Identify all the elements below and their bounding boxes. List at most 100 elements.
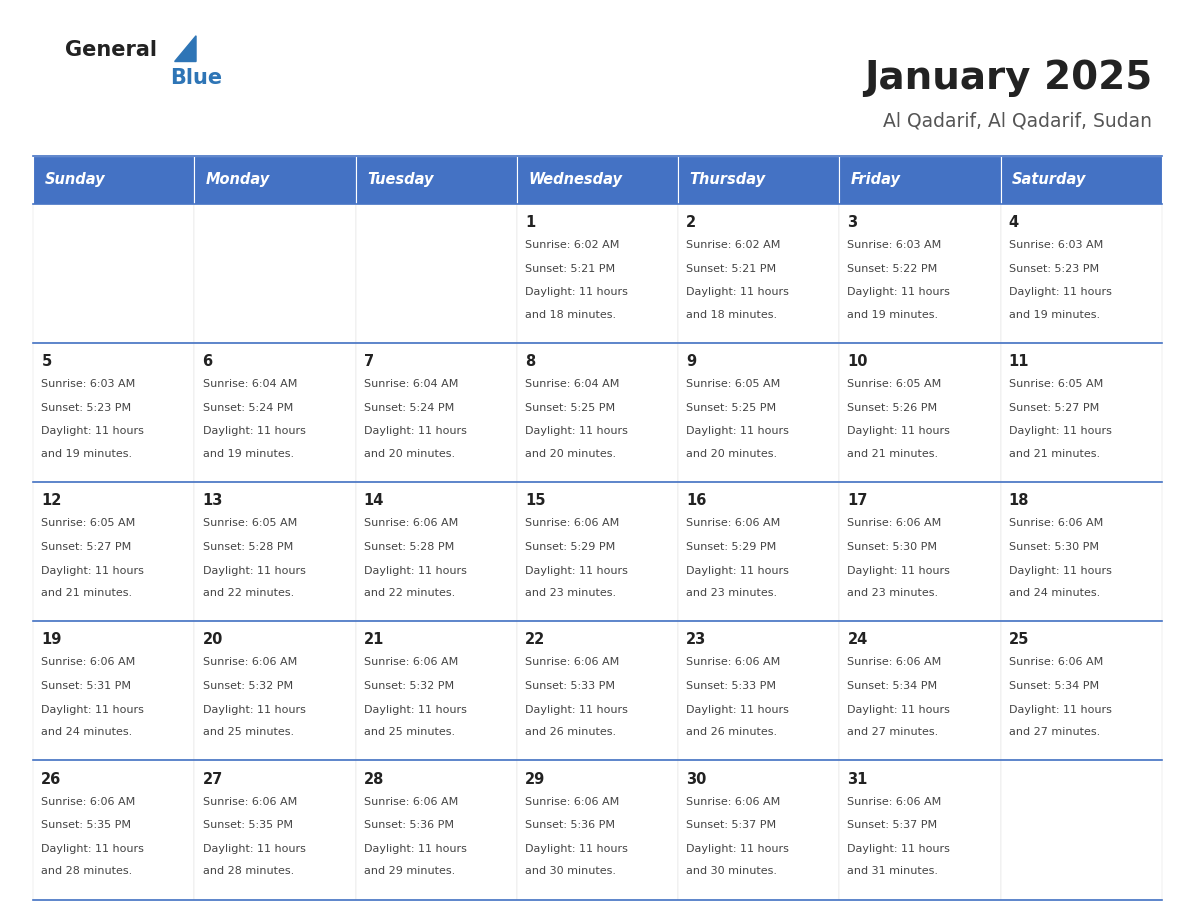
Text: 15: 15 bbox=[525, 493, 545, 509]
Text: Sunrise: 6:06 AM: Sunrise: 6:06 AM bbox=[1009, 657, 1102, 667]
Text: Saturday: Saturday bbox=[1012, 173, 1086, 187]
Text: Daylight: 11 hours: Daylight: 11 hours bbox=[1009, 565, 1112, 576]
Bar bbox=[195, 621, 355, 760]
Text: Sunset: 5:32 PM: Sunset: 5:32 PM bbox=[364, 681, 454, 691]
Bar bbox=[517, 621, 678, 760]
Text: Sunset: 5:36 PM: Sunset: 5:36 PM bbox=[364, 821, 454, 830]
Bar bbox=[840, 204, 1000, 343]
Text: 11: 11 bbox=[1009, 354, 1029, 369]
Text: 19: 19 bbox=[42, 633, 62, 647]
Bar bbox=[33, 343, 195, 482]
Text: Sunrise: 6:03 AM: Sunrise: 6:03 AM bbox=[1009, 240, 1102, 250]
Text: 28: 28 bbox=[364, 772, 384, 787]
Text: Sunset: 5:29 PM: Sunset: 5:29 PM bbox=[687, 542, 777, 552]
Bar bbox=[33, 156, 195, 204]
Text: 8: 8 bbox=[525, 354, 536, 369]
Text: Daylight: 11 hours: Daylight: 11 hours bbox=[525, 705, 628, 715]
Text: Daylight: 11 hours: Daylight: 11 hours bbox=[687, 844, 789, 854]
Text: Sunset: 5:30 PM: Sunset: 5:30 PM bbox=[847, 542, 937, 552]
Bar bbox=[517, 760, 678, 900]
Text: Sunrise: 6:04 AM: Sunrise: 6:04 AM bbox=[364, 379, 459, 389]
Text: Friday: Friday bbox=[851, 173, 901, 187]
Text: General: General bbox=[65, 40, 157, 61]
Text: 6: 6 bbox=[202, 354, 213, 369]
Text: Sunrise: 6:06 AM: Sunrise: 6:06 AM bbox=[687, 797, 781, 807]
Bar bbox=[33, 204, 195, 343]
Text: and 30 minutes.: and 30 minutes. bbox=[525, 867, 617, 877]
Text: Daylight: 11 hours: Daylight: 11 hours bbox=[847, 705, 950, 715]
Text: Sunset: 5:35 PM: Sunset: 5:35 PM bbox=[42, 821, 132, 830]
Text: 13: 13 bbox=[202, 493, 223, 509]
Text: Sunrise: 6:06 AM: Sunrise: 6:06 AM bbox=[364, 657, 459, 667]
Bar bbox=[355, 760, 517, 900]
Text: and 23 minutes.: and 23 minutes. bbox=[525, 588, 617, 598]
Text: Sunset: 5:28 PM: Sunset: 5:28 PM bbox=[364, 542, 454, 552]
Text: 30: 30 bbox=[687, 772, 707, 787]
Text: Daylight: 11 hours: Daylight: 11 hours bbox=[364, 844, 467, 854]
Bar bbox=[355, 621, 517, 760]
Text: 4: 4 bbox=[1009, 215, 1019, 230]
Text: and 22 minutes.: and 22 minutes. bbox=[364, 588, 455, 598]
Bar bbox=[195, 482, 355, 621]
Text: 10: 10 bbox=[847, 354, 868, 369]
Text: Daylight: 11 hours: Daylight: 11 hours bbox=[364, 427, 467, 436]
Text: and 19 minutes.: and 19 minutes. bbox=[1009, 309, 1100, 319]
Text: Sunset: 5:21 PM: Sunset: 5:21 PM bbox=[525, 263, 615, 274]
Bar bbox=[840, 156, 1000, 204]
Text: 29: 29 bbox=[525, 772, 545, 787]
Bar bbox=[517, 482, 678, 621]
Text: Daylight: 11 hours: Daylight: 11 hours bbox=[687, 427, 789, 436]
Text: and 20 minutes.: and 20 minutes. bbox=[364, 449, 455, 459]
Text: Sunset: 5:34 PM: Sunset: 5:34 PM bbox=[847, 681, 937, 691]
Text: Sunrise: 6:06 AM: Sunrise: 6:06 AM bbox=[687, 519, 781, 529]
Text: 27: 27 bbox=[202, 772, 223, 787]
Text: Daylight: 11 hours: Daylight: 11 hours bbox=[525, 844, 628, 854]
Text: 18: 18 bbox=[1009, 493, 1029, 509]
Text: 26: 26 bbox=[42, 772, 62, 787]
Bar bbox=[1000, 621, 1162, 760]
Text: and 31 minutes.: and 31 minutes. bbox=[847, 867, 939, 877]
Text: Sunset: 5:33 PM: Sunset: 5:33 PM bbox=[525, 681, 615, 691]
Bar bbox=[33, 760, 195, 900]
Text: and 24 minutes.: and 24 minutes. bbox=[1009, 588, 1100, 598]
Text: 12: 12 bbox=[42, 493, 62, 509]
Text: and 30 minutes.: and 30 minutes. bbox=[687, 867, 777, 877]
Bar bbox=[517, 204, 678, 343]
Text: 7: 7 bbox=[364, 354, 374, 369]
Text: Daylight: 11 hours: Daylight: 11 hours bbox=[525, 565, 628, 576]
Text: and 19 minutes.: and 19 minutes. bbox=[42, 449, 132, 459]
Text: 24: 24 bbox=[847, 633, 867, 647]
Text: 14: 14 bbox=[364, 493, 384, 509]
Text: Sunset: 5:27 PM: Sunset: 5:27 PM bbox=[42, 542, 132, 552]
Text: Sunrise: 6:06 AM: Sunrise: 6:06 AM bbox=[42, 797, 135, 807]
Text: Monday: Monday bbox=[206, 173, 270, 187]
Text: Daylight: 11 hours: Daylight: 11 hours bbox=[525, 427, 628, 436]
Text: and 28 minutes.: and 28 minutes. bbox=[202, 867, 293, 877]
Text: and 23 minutes.: and 23 minutes. bbox=[847, 588, 939, 598]
Text: Daylight: 11 hours: Daylight: 11 hours bbox=[202, 705, 305, 715]
Text: Daylight: 11 hours: Daylight: 11 hours bbox=[687, 287, 789, 297]
Text: and 28 minutes.: and 28 minutes. bbox=[42, 867, 133, 877]
Text: Sunset: 5:36 PM: Sunset: 5:36 PM bbox=[525, 821, 615, 830]
Text: Daylight: 11 hours: Daylight: 11 hours bbox=[42, 705, 144, 715]
Text: 25: 25 bbox=[1009, 633, 1029, 647]
Text: and 25 minutes.: and 25 minutes. bbox=[202, 727, 293, 737]
Bar bbox=[517, 156, 678, 204]
Text: Sunrise: 6:03 AM: Sunrise: 6:03 AM bbox=[42, 379, 135, 389]
Text: and 19 minutes.: and 19 minutes. bbox=[847, 309, 939, 319]
Text: Sunset: 5:23 PM: Sunset: 5:23 PM bbox=[42, 403, 132, 413]
Bar bbox=[195, 156, 355, 204]
Bar bbox=[678, 760, 840, 900]
Text: Daylight: 11 hours: Daylight: 11 hours bbox=[847, 844, 950, 854]
Text: Sunset: 5:28 PM: Sunset: 5:28 PM bbox=[202, 542, 292, 552]
Bar bbox=[678, 204, 840, 343]
Text: Sunrise: 6:04 AM: Sunrise: 6:04 AM bbox=[525, 379, 619, 389]
Text: Sunset: 5:26 PM: Sunset: 5:26 PM bbox=[847, 403, 937, 413]
Text: Sunset: 5:27 PM: Sunset: 5:27 PM bbox=[1009, 403, 1099, 413]
Bar bbox=[1000, 156, 1162, 204]
Bar bbox=[33, 621, 195, 760]
Text: Daylight: 11 hours: Daylight: 11 hours bbox=[364, 565, 467, 576]
Text: Sunday: Sunday bbox=[45, 173, 106, 187]
Text: 21: 21 bbox=[364, 633, 384, 647]
Text: Daylight: 11 hours: Daylight: 11 hours bbox=[847, 565, 950, 576]
